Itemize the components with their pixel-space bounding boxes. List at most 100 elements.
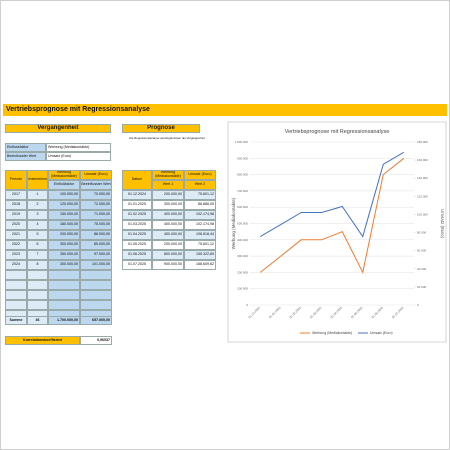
table-cell: 900.000,00 — [152, 260, 184, 270]
y2-tick-label: 120.000 — [417, 194, 428, 198]
y-tick-label: 1.000.000 — [235, 140, 249, 144]
empty-cell — [5, 290, 27, 300]
column-header: Werbung (Mediakontakte) — [48, 170, 80, 180]
table-cell: 2020 — [5, 220, 27, 230]
table-cell: 450.000,00 — [152, 230, 184, 240]
series-line — [259, 151, 405, 238]
table-cell: 2017 — [5, 190, 27, 200]
sum-cell: 36 — [27, 316, 48, 325]
table-cell: 4 — [27, 220, 48, 230]
table-cell: 180.000,00 — [48, 220, 80, 230]
y-tick-label: 300.000 — [237, 254, 248, 258]
sub-header: Beeinflusster Wert — [80, 180, 112, 190]
table-cell: 5 — [27, 230, 48, 240]
table-cell: 200.000,00 — [48, 230, 80, 240]
table-cell: 70.000,00 — [80, 190, 112, 200]
table-cell: 8 — [27, 260, 48, 270]
legend-label: Werbung (Mediakontakte) — [312, 331, 352, 335]
empty-cell — [48, 280, 80, 290]
empty-cell — [80, 270, 112, 280]
empty-cell — [80, 300, 112, 310]
table-cell: 102.174,98 — [184, 210, 216, 220]
y2-tick-label: 160.000 — [417, 158, 428, 162]
table-cell: 85.000,00 — [80, 240, 112, 250]
table-cell: 2 — [27, 200, 48, 210]
empty-cell — [27, 290, 48, 300]
sum-cell: Summe — [5, 316, 27, 325]
empty-cell — [48, 270, 80, 280]
chart-title: Vertriebsprognose mit Regressionsanalyse — [285, 129, 390, 135]
table-cell: 01.04.2025 — [122, 230, 152, 240]
empty-cell — [80, 290, 112, 300]
table-cell: 101.000,00 — [80, 260, 112, 270]
table-cell: 100.000,00 — [48, 190, 80, 200]
series-line — [259, 157, 405, 274]
table-cell: 1 — [27, 190, 48, 200]
info-value: Werbung (Mediakontakte) — [46, 143, 111, 152]
table-cell: 400.000,00 — [152, 220, 184, 230]
empty-cell — [27, 300, 48, 310]
y2-tick-label: 40.000 — [417, 267, 427, 271]
empty-cell — [5, 300, 27, 310]
y2-tick-label: 0 — [417, 303, 419, 307]
table-cell: 800.000,00 — [152, 250, 184, 260]
table-cell: 2018 — [5, 200, 27, 210]
page-title: Vertriebsprognose mit Regressionsanalyse — [3, 104, 447, 116]
sum-cell: 657.000,00 — [80, 316, 112, 325]
table-cell: 400.000,00 — [152, 210, 184, 220]
legend-label: Umsatz (Euro) — [370, 331, 393, 335]
y2-axis-title: Umsatz (Euro) — [440, 209, 445, 239]
y-tick-label: 0 — [246, 303, 248, 307]
table-cell: 71.000,00 — [80, 210, 112, 220]
table-cell: 200.000,00 — [152, 190, 184, 200]
table-cell: 01.12.2024 — [122, 190, 152, 200]
info-label: Einflussfaktor — [5, 143, 46, 152]
y-tick-label: 100.000 — [237, 287, 248, 291]
table-cell: 88.888,05 — [184, 200, 216, 210]
table-cell: 7 — [27, 250, 48, 260]
table-cell: 2023 — [5, 250, 27, 260]
column-header: Datum — [122, 170, 152, 190]
table-cell: 168.609,62 — [184, 260, 216, 270]
table-cell: 86.000,00 — [80, 230, 112, 240]
column-header: Werbung (Mediakontakte) — [152, 170, 184, 180]
y-tick-label: 600.000 — [237, 205, 248, 209]
y2-tick-label: 80.000 — [417, 231, 427, 235]
empty-cell — [48, 290, 80, 300]
table-cell: 75.000,00 — [80, 220, 112, 230]
y2-tick-label: 60.000 — [417, 249, 427, 253]
section-heading: Prognose — [122, 124, 200, 133]
info-label: Beeinflusster Wert — [5, 152, 46, 161]
table-cell: 102.174,98 — [184, 220, 216, 230]
y-tick-label: 400.000 — [237, 238, 248, 242]
y2-tick-label: 180.000 — [417, 140, 428, 144]
table-cell: 150.000,00 — [48, 210, 80, 220]
y2-tick-label: 140.000 — [417, 176, 428, 180]
table-cell: 108.818,44 — [184, 230, 216, 240]
table-cell: 350.000,00 — [48, 250, 80, 260]
table-cell: 01.01.2025 — [122, 200, 152, 210]
table-cell: 01.03.2025 — [122, 220, 152, 230]
y-tick-label: 200.000 — [237, 270, 248, 274]
table-cell: 3 — [27, 210, 48, 220]
chart-area — [227, 121, 447, 343]
y-tick-label: 500.000 — [237, 222, 248, 226]
note: Die Regressionsanalyse aus Ergebnissen d… — [129, 135, 205, 140]
empty-cell — [5, 270, 27, 280]
table-cell: 200.000,00 — [152, 240, 184, 250]
empty-cell — [48, 300, 80, 310]
table-cell: 120.000,00 — [48, 200, 80, 210]
sub-header: Wert 2 — [184, 180, 216, 190]
sub-header: Wert 1 — [152, 180, 184, 190]
table-cell: 01.07.2025 — [122, 260, 152, 270]
column-header: Periodenelement — [27, 170, 48, 190]
table-cell: 2022 — [5, 240, 27, 250]
correlation-value: 0,96037 — [80, 336, 112, 345]
y-tick-label: 800.000 — [237, 173, 248, 177]
column-header: Umsatz (Euro) — [80, 170, 112, 180]
column-header: Umsatz (Euro) — [184, 170, 216, 180]
y-tick-label: 700.000 — [237, 189, 248, 193]
sub-header: Einflußfaktor — [48, 180, 80, 190]
empty-cell — [5, 280, 27, 290]
y2-tick-label: 100.000 — [417, 212, 428, 216]
